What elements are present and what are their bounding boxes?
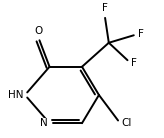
Text: F: F <box>131 58 137 67</box>
Text: HN: HN <box>8 90 24 100</box>
Text: N: N <box>40 118 48 128</box>
Text: O: O <box>34 26 42 36</box>
Text: F: F <box>138 29 144 39</box>
Text: Cl: Cl <box>122 118 132 128</box>
Text: F: F <box>102 3 108 13</box>
